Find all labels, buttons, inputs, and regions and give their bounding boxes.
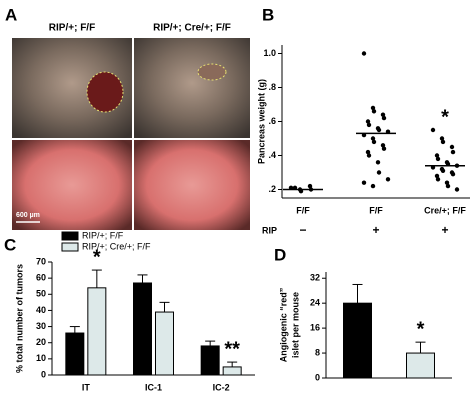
bar (343, 302, 372, 379)
y-tick-label: 50 (36, 289, 46, 299)
bar (200, 345, 220, 376)
y-tick-label: 70 (36, 256, 46, 266)
y-tick-label: .4 (268, 150, 276, 160)
data-point (440, 139, 446, 145)
data-point (307, 183, 313, 189)
data-point (375, 160, 381, 165)
photo-title: RIP/+; F/F (49, 23, 95, 34)
data-point (435, 156, 441, 162)
data-point (365, 119, 371, 124)
data-point (434, 173, 440, 179)
significance: * (417, 318, 425, 340)
panel-label: C (4, 235, 16, 254)
y-tick-label: 1.0 (263, 48, 276, 58)
panel-label: A (5, 5, 17, 24)
panel-label: B (262, 5, 274, 24)
data-point (440, 168, 446, 173)
significance: * (93, 246, 101, 268)
row-label: RIP (262, 225, 277, 235)
y-axis-label: % total number of tumors (14, 264, 24, 373)
y-tick-label: .2 (268, 184, 276, 194)
legend-swatch (61, 231, 79, 241)
data-point (380, 143, 386, 148)
photo (134, 38, 250, 138)
data-point (365, 149, 371, 155)
bar (406, 352, 435, 379)
data-point (430, 127, 436, 133)
data-point (370, 136, 376, 141)
data-point (376, 127, 382, 133)
data-point (361, 180, 367, 185)
y-axis-label: Angiogenic “red” (278, 288, 288, 363)
data-point (361, 51, 367, 56)
row-value: + (372, 223, 379, 237)
panel-label: D (274, 245, 286, 264)
photo-title: RIP/+; Cre/+; F/F (153, 23, 231, 34)
data-point (435, 177, 441, 182)
data-point (450, 149, 456, 155)
x-tick-label: IT (82, 382, 91, 392)
legend-label: RIP/+; F/F (82, 230, 124, 240)
photo (12, 140, 132, 230)
y-tick-label: 24 (310, 298, 320, 308)
data-point (445, 183, 451, 189)
bar (133, 282, 152, 376)
legend-swatch (61, 242, 79, 252)
photo (134, 140, 250, 230)
y-tick-label: 60 (36, 273, 46, 283)
y-axis-label: Pancreas weight (g) (256, 79, 266, 164)
significance: * (441, 106, 449, 128)
y-tick-label: 10 (36, 353, 46, 363)
y-tick-label: 40 (36, 305, 46, 315)
data-point (371, 109, 377, 114)
y-axis-label: islet per mouse (290, 292, 300, 358)
data-point (381, 146, 387, 151)
x-tick-label: F/F (296, 205, 310, 215)
y-tick-label: 0 (41, 369, 46, 379)
y-tick-label: 20 (36, 337, 46, 347)
data-point (449, 144, 455, 150)
significance: ** (224, 338, 240, 360)
bar (87, 287, 107, 376)
scale-label: 600 µm (16, 212, 40, 219)
y-tick-label: 32 (310, 273, 320, 283)
y-tick-label: 0 (315, 372, 320, 382)
x-tick-label: F/F (369, 205, 383, 215)
legend-label: RIP/+; Cre/+; F/F (82, 241, 151, 251)
bar (155, 311, 174, 376)
data-point (371, 139, 377, 145)
y-tick-label: 16 (310, 322, 320, 332)
data-point (370, 105, 376, 111)
data-point (450, 172, 456, 177)
row-value: + (441, 223, 448, 237)
data-point (376, 170, 382, 175)
data-point (381, 115, 387, 121)
bar (65, 332, 85, 376)
data-point (380, 112, 386, 117)
data-point (439, 136, 445, 141)
bar (222, 366, 242, 376)
y-tick-label: 8 (315, 347, 320, 357)
row-value: − (299, 223, 306, 237)
data-point (366, 153, 372, 158)
y-tick-label: 30 (36, 321, 46, 331)
tumor (86, 71, 124, 113)
y-tick-label: .8 (268, 82, 276, 92)
x-tick-label: IC-1 (145, 382, 162, 392)
x-tick-label: IC-2 (213, 382, 230, 392)
data-point (434, 153, 440, 158)
data-point (385, 177, 391, 182)
data-point (454, 187, 460, 192)
tumor (197, 63, 227, 81)
data-point (444, 180, 450, 185)
data-point (366, 122, 372, 128)
data-point (370, 183, 376, 189)
y-tick-label: .6 (268, 116, 276, 126)
x-tick-label: Cre/+; F/F (424, 205, 466, 215)
